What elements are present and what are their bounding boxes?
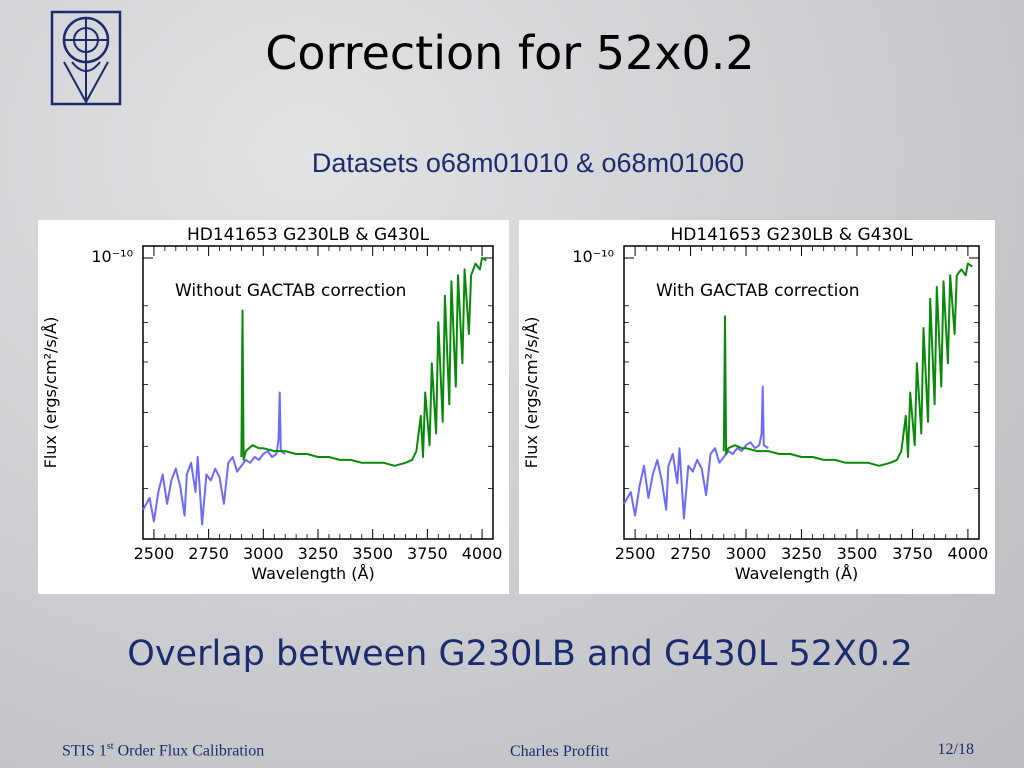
chart-0-x-axis-label: Wavelength (Å) [251,564,374,583]
slide-caption: Overlap between G230LB and G430L 52X0.2 [127,634,913,674]
chart-1-x-tick-label: 2500 [615,544,656,563]
chart-panel-without-correction: HD141653 G230LB & G430L Without GACTAB co… [38,220,509,594]
footer-course-prefix: STIS 1 [62,742,107,760]
chart-1-y-axis-label: Flux (ergs/cm²/s/Å) [522,317,541,469]
chart-0-annotation: Without GACTAB correction [175,281,406,301]
chart-0-y-tick-label: 10⁻¹⁰ [91,247,133,266]
slide-subtitle: Datasets o68m01010 & o68m01060 [311,148,745,178]
footer-course-title: STIS 1st Order Flux Calibration [62,741,264,760]
footer-course-sup: st [106,741,114,752]
chart-0-y-axis-label: Flux (ergs/cm²/s/Å) [41,317,60,469]
chart-1-x-tick-label: 3750 [892,544,933,563]
chart-1-x-tick-label: 2750 [670,544,711,563]
footer-page-number: 12/18 [937,741,974,758]
stsci-logo-icon [50,10,122,106]
chart-0-series-g430l [240,256,487,467]
chart-1-title: HD141653 G230LB & G430L [670,225,913,245]
footer-course-suffix: Order Flux Calibration [113,742,265,760]
chart-0-x-tick-label: 3000 [243,544,284,563]
chart-0-title: HD141653 G230LB & G430L [187,225,430,245]
chart-0-x-tick-label: 2750 [188,544,229,563]
flux-chart-with-correction: HD141653 G230LB & G430L With GACTAB corre… [522,225,989,583]
footer-author: Charles Proffitt [510,743,609,760]
chart-1-y-tick-label: 10⁻¹⁰ [572,247,614,266]
chart-1-series-g230lb [623,385,769,520]
flux-chart-without-correction: HD141653 G230LB & G430L Without GACTAB co… [41,225,503,583]
chart-1-annotation: With GACTAB correction [656,281,860,301]
chart-panel-with-correction: HD141653 G230LB & G430L With GACTAB corre… [519,220,995,594]
chart-1-series-g430l [722,262,973,467]
chart-0-series-g230lb [142,391,286,526]
chart-1-x-tick-label: 3000 [726,544,767,563]
slide-title: Correction for 52x0.2 [265,26,755,80]
chart-0-x-tick-label: 3500 [352,544,393,563]
chart-1-x-tick-label: 4000 [948,544,989,563]
chart-1-x-axis-label: Wavelength (Å) [735,564,858,583]
chart-0-x-tick-label: 3250 [298,544,339,563]
chart-1-x-tick-label: 3500 [837,544,878,563]
chart-0-x-tick-label: 3750 [407,544,448,563]
chart-0-x-tick-label: 2500 [134,544,175,563]
chart-0-x-tick-label: 4000 [462,544,503,563]
chart-1-x-tick-label: 3250 [781,544,822,563]
